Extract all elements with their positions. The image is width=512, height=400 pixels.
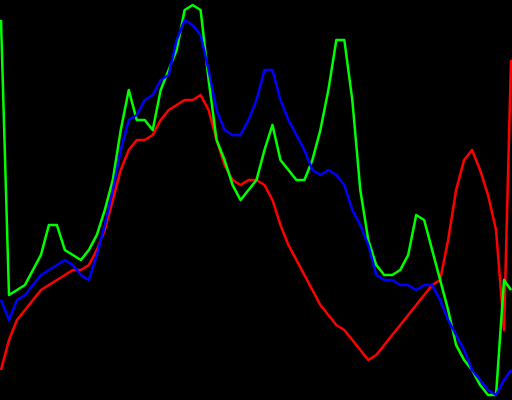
histogram-line — [0, 3, 512, 397]
histogram-line — [0, 18, 512, 397]
